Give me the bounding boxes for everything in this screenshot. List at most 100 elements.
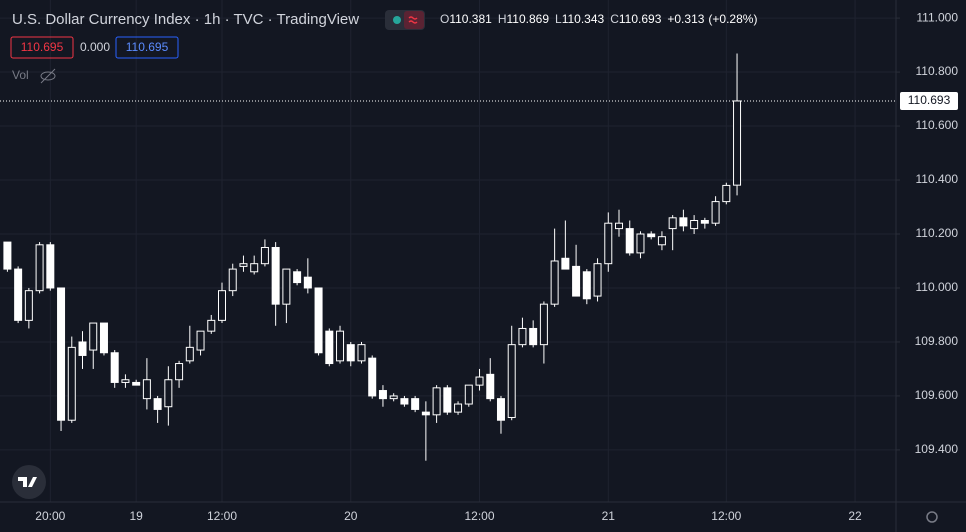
candle-body: [636, 233, 645, 254]
y-tick-label: 111.000: [916, 10, 958, 24]
eye-slash: [40, 68, 56, 84]
candle-body: [561, 257, 570, 270]
ohlc-legend: O110.381 H110.869 L110.343 C110.693 +0.313 (+…: [440, 12, 757, 26]
candle-body: [475, 376, 484, 386]
badge: 0.000: [80, 40, 110, 54]
candle-body: [207, 319, 216, 332]
candle-body: [175, 363, 184, 381]
ohlc-value: 110.693: [619, 12, 662, 26]
candle-body: [657, 236, 666, 246]
candle-body: [250, 263, 259, 273]
candle-body: [625, 228, 634, 254]
x-tick-label: 12:00: [465, 509, 495, 523]
candle-body: [486, 373, 495, 400]
status-icon: [408, 16, 418, 24]
last-price-box: [900, 91, 958, 110]
gear: [926, 511, 938, 523]
ohlc-key: L: [555, 12, 562, 26]
chart-title: U.S. Dollar Currency Index · 1h · TVC · …: [12, 11, 359, 28]
candle-body: [228, 268, 237, 292]
hidden-icon[interactable]: [40, 68, 56, 84]
x-tick-label: 12:00: [207, 509, 237, 523]
x-tick-label: 21: [602, 509, 616, 523]
ohlc-key: O: [440, 12, 449, 26]
status-pill: [385, 10, 425, 30]
candle-body: [432, 387, 441, 416]
badge-frame: [115, 36, 179, 59]
logo-mark: [18, 477, 37, 487]
candle-body: [400, 398, 409, 405]
candle-body: [604, 222, 613, 265]
x-tick-label: 19: [129, 509, 143, 523]
candle-body: [507, 344, 516, 419]
candle-body: [357, 344, 366, 362]
status-dot: [393, 16, 401, 24]
candle-body: [336, 330, 345, 362]
ohlc-value: 110.869: [507, 12, 550, 26]
candle-body: [293, 271, 302, 284]
y-tick-label: 110.200: [916, 226, 959, 240]
x-tick-label: 12:00: [711, 509, 741, 523]
y-tick-label: 110.800: [916, 64, 959, 78]
y-tick-label: 109.800: [915, 334, 959, 348]
candle-body: [67, 346, 76, 421]
candle-body: [464, 384, 473, 405]
candle-body: [572, 265, 581, 297]
badge: 110.695: [21, 40, 64, 54]
candle-body: [57, 287, 66, 421]
candle-body: [582, 271, 591, 300]
candle-body: [239, 263, 248, 267]
candle-body: [218, 290, 226, 321]
labels: 111.000 110.800 110.600 110.400 110.200 110.0…: [0, 10, 958, 523]
candle-body: [593, 263, 602, 297]
candle-body: [529, 327, 538, 346]
y-tick-label: 109.400: [915, 442, 959, 456]
last-price-label: 110.693: [908, 93, 951, 107]
x-tick-label: 22: [848, 509, 862, 523]
candle-body: [711, 201, 720, 224]
y-tick-label: 109.600: [915, 388, 959, 402]
y-tick-label: 110.600: [916, 118, 959, 132]
candle-body: [647, 233, 656, 238]
badge: 110.695: [126, 40, 169, 54]
candle-body: [722, 184, 731, 203]
candle-body: [185, 346, 194, 362]
eye: [40, 71, 56, 81]
candle-body: [733, 100, 742, 186]
settings-icon[interactable]: [926, 511, 938, 523]
logo-bg: [12, 465, 46, 499]
change-percent: (+0.28%): [708, 12, 757, 26]
candle-body: [14, 268, 23, 321]
candle-body: [389, 395, 398, 400]
candle-body: [615, 222, 624, 230]
candle-body: [443, 387, 452, 413]
candle-body: [314, 287, 323, 354]
candles: [3, 53, 742, 461]
candle-body: [99, 322, 108, 354]
candle-body: [679, 217, 688, 227]
candle-body: [496, 398, 505, 421]
logo[interactable]: [12, 465, 46, 499]
candle-body: [411, 398, 420, 410]
ohlc-key: H: [498, 12, 507, 26]
candle-body: [89, 322, 98, 351]
candle-body: [121, 379, 130, 383]
candle-body: [518, 327, 527, 346]
candle-body: [421, 411, 430, 416]
candle-body: [378, 390, 387, 400]
candle-body: [110, 352, 119, 383]
candle-body: [271, 246, 280, 305]
candle-body: [132, 381, 141, 386]
ohlc-value: 110.381: [449, 12, 492, 26]
ohlc-key: C: [610, 12, 619, 26]
candle-body: [368, 357, 377, 397]
status-box: [404, 11, 424, 29]
x-tick-label: 20: [344, 509, 358, 523]
candle-body: [539, 303, 548, 346]
candle-body: [454, 403, 463, 413]
volume-label: Vol: [12, 68, 29, 82]
candle-body: [668, 217, 677, 230]
candle-body: [282, 268, 291, 305]
